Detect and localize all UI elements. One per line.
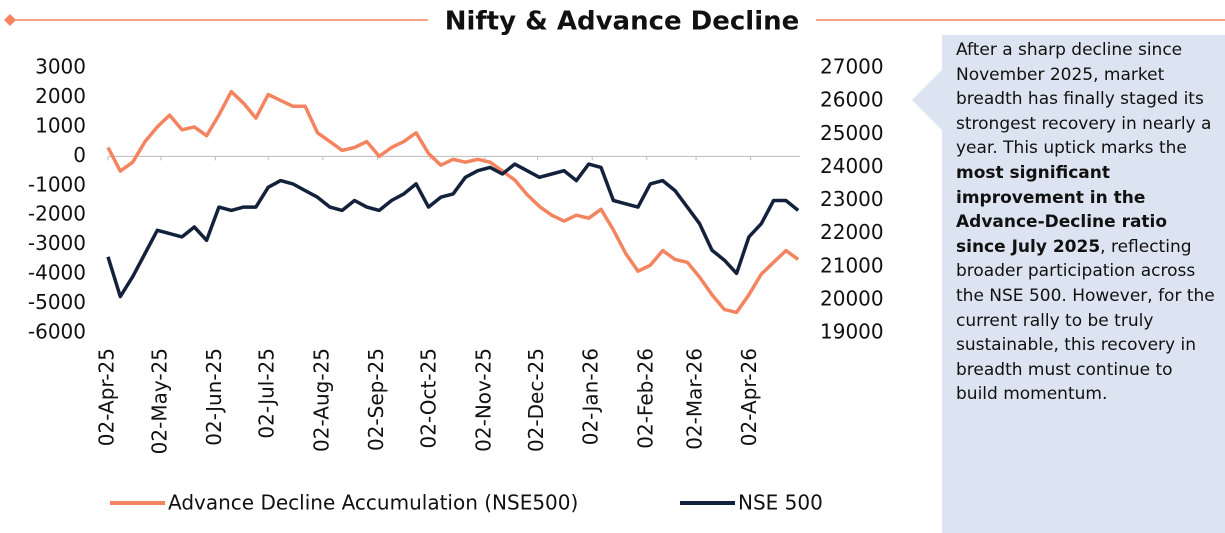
y-tick-label: 1000 [35, 113, 86, 137]
x-tick-label: 02-Aug-25 [309, 348, 333, 452]
x-tick-label: 02-Mar-26 [683, 348, 707, 450]
x-tick-label: 02-Nov-25 [471, 348, 495, 452]
x-tick-label: 02-Jan-26 [579, 348, 603, 445]
commentary-text: , reflecting broader participation acros… [956, 236, 1215, 405]
series-line [106, 89, 800, 315]
x-tick-label: 02-Feb-26 [633, 348, 657, 449]
y-tick-label: -2000 [28, 202, 86, 226]
y2-tick-label: 25000 [820, 121, 884, 145]
y-tick-label: 2000 [35, 84, 86, 108]
y-tick-label: 3000 [35, 55, 86, 79]
y2-tick-label: 26000 [820, 88, 884, 112]
y-tick-label: 0 [73, 143, 86, 167]
y2-tick-label: 23000 [820, 187, 884, 211]
y-tick-label: -4000 [28, 261, 86, 285]
commentary-text: After a sharp decline since November 202… [956, 40, 1212, 159]
y2-tick-label: 21000 [820, 253, 884, 277]
commentary: After a sharp decline since November 202… [956, 38, 1218, 407]
y2-tick-label: 20000 [820, 286, 884, 310]
y-tick-label: -6000 [28, 320, 86, 344]
x-tick-label: 02-Oct-25 [417, 348, 441, 448]
x-tick-label: 02-Apr-25 [95, 348, 119, 446]
title-diamond [4, 14, 16, 26]
y2-tick-label: 19000 [820, 320, 884, 344]
y2-tick-label: 24000 [820, 154, 884, 178]
y-tick-label: -1000 [28, 172, 86, 196]
legend-label: NSE 500 [738, 491, 823, 515]
x-tick-label: 02-May-25 [147, 348, 171, 454]
x-tick-label: 02-Jun-25 [202, 348, 226, 446]
series-line [106, 162, 800, 299]
chart-title: Nifty & Advance Decline [445, 7, 800, 37]
x-tick-label: 02-Jul-25 [255, 348, 279, 439]
x-tick-label: 02-Apr-26 [737, 348, 761, 446]
y-tick-label: -3000 [28, 231, 86, 255]
x-tick-label: 02-Dec-25 [524, 348, 548, 452]
y2-tick-label: 27000 [820, 55, 884, 79]
y2-tick-label: 22000 [820, 220, 884, 244]
x-tick-label: 02-Sep-25 [364, 348, 388, 451]
y-tick-label: -5000 [28, 290, 86, 314]
legend-label: Advance Decline Accumulation (NSE500) [168, 491, 578, 515]
note-panel [912, 35, 1225, 533]
commentary-text: most significant improvement in the Adva… [956, 162, 1168, 257]
